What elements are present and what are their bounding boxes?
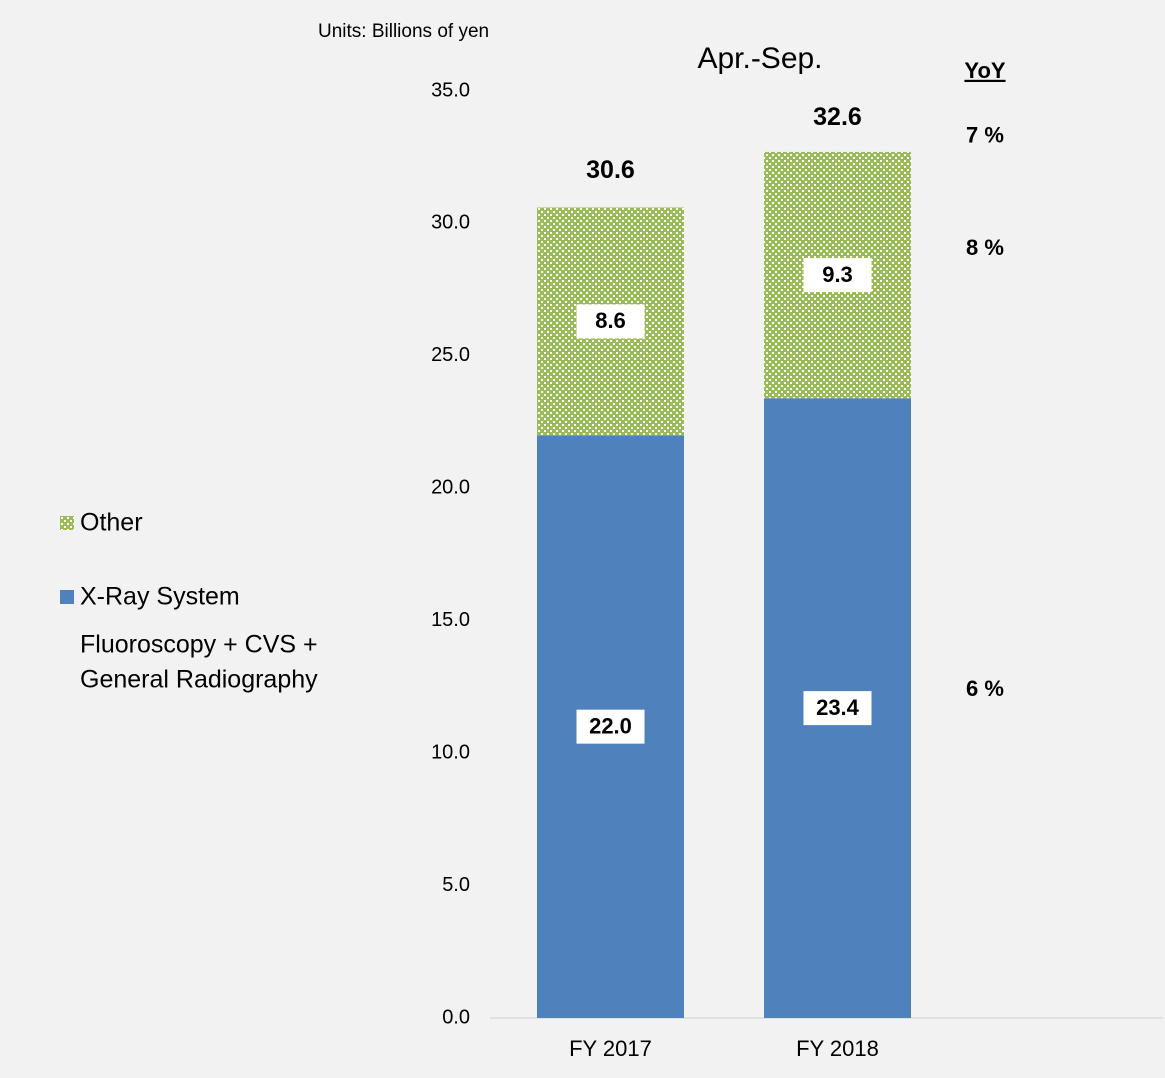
value-label: 23.4 (816, 695, 860, 720)
legend-note: General Radiography (80, 666, 318, 694)
value-label-box (803, 258, 872, 293)
y-tick-label: 30.0 (431, 212, 470, 234)
y-tick-label: 25.0 (431, 344, 470, 366)
value-label: 9.3 (822, 262, 853, 287)
value-label-box (576, 304, 645, 339)
y-tick-label: 15.0 (431, 609, 470, 631)
y-tick-label: 10.0 (431, 741, 470, 763)
yoy-label: 7 % (966, 122, 1004, 147)
x-tick-label: FY 2018 (796, 1036, 879, 1061)
value-label-box (803, 691, 872, 726)
legend-swatch (60, 590, 74, 604)
legend-label: X-Ray System (80, 583, 240, 611)
legend-note: Fluoroscopy + CVS + (80, 631, 318, 659)
legend-label: Other (80, 509, 143, 537)
yoy-title: YoY (964, 58, 1005, 83)
yoy-label: 6 % (966, 676, 1004, 701)
x-tick-label: FY 2017 (569, 1036, 652, 1061)
legend-swatch (60, 516, 74, 530)
value-label-box (576, 709, 645, 744)
total-label: 32.6 (813, 103, 862, 131)
y-tick-label: 0.0 (442, 1006, 470, 1028)
units-label: Units: Billions of yen (318, 21, 489, 42)
value-label: 8.6 (595, 308, 626, 333)
total-label: 30.6 (586, 156, 635, 184)
y-tick-label: 35.0 (431, 79, 470, 101)
value-label: 22.0 (589, 713, 632, 738)
y-tick-label: 20.0 (431, 477, 470, 499)
yoy-label: 8 % (966, 235, 1004, 260)
chart-title: Apr.-Sep. (697, 42, 822, 75)
y-tick-label: 5.0 (442, 874, 470, 896)
